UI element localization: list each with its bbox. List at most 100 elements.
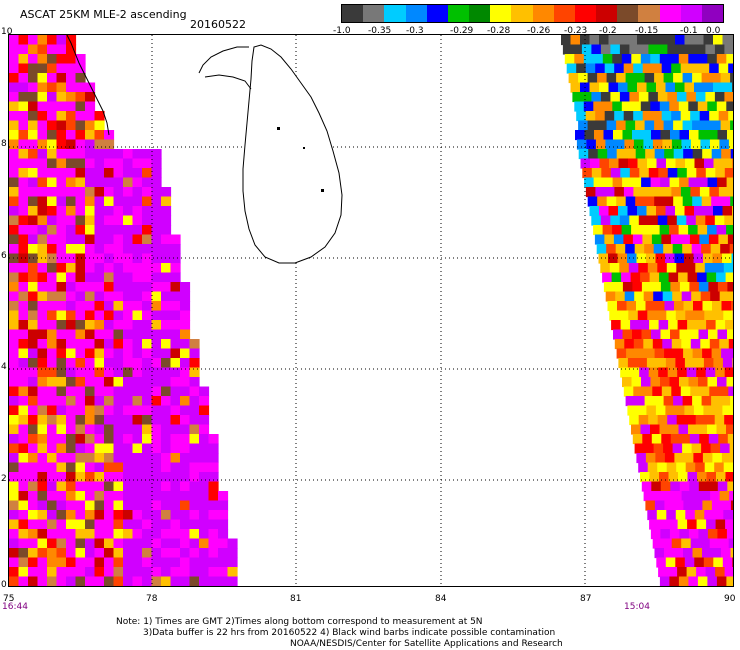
swath-cell (142, 453, 153, 464)
swath-cell (732, 35, 733, 46)
swath-cell (151, 310, 162, 321)
swath-cell (648, 168, 659, 179)
swath-cell (718, 434, 729, 445)
swath-cell (142, 538, 153, 549)
swath-cell (66, 215, 77, 226)
swath-cell (94, 443, 105, 454)
swath-cell (597, 73, 608, 84)
swath-cell (142, 405, 153, 416)
swath-cell (721, 301, 732, 312)
swath-cell (583, 101, 594, 112)
swath-cell (47, 63, 58, 74)
swath-cell (123, 500, 134, 511)
swath-cell (645, 348, 656, 359)
swath-cell (180, 529, 191, 540)
swath-cell (725, 472, 733, 483)
swath-cell (9, 92, 20, 103)
swath-cell (698, 130, 709, 141)
swath-cell (635, 348, 646, 359)
swath-cell (9, 253, 20, 264)
swath-cell (696, 168, 707, 179)
swath-cell (37, 63, 48, 74)
swath-cell (123, 320, 134, 331)
swath-cell (18, 63, 29, 74)
swath-cell (132, 329, 143, 340)
swath-cell (132, 396, 143, 407)
swath-cell (645, 500, 656, 511)
swath-cell (37, 130, 48, 141)
swath-cell (18, 168, 29, 179)
swath-cell (604, 234, 615, 245)
swath-cell (56, 329, 67, 340)
swath-cell (642, 187, 653, 198)
swath-cell (66, 206, 77, 217)
swath-cell (104, 472, 115, 483)
swath-cell (75, 576, 86, 586)
swath-cell (597, 120, 608, 131)
swath-cell (104, 367, 115, 378)
swath-cell (700, 491, 711, 502)
swath-cell (66, 405, 77, 416)
swath-cell (618, 35, 629, 46)
swath-cell (654, 73, 665, 84)
swath-cell (161, 386, 172, 397)
swath-cell (123, 481, 134, 492)
swath-cell (142, 225, 153, 236)
swath-cell (28, 320, 39, 331)
swath-cell (693, 301, 704, 312)
swath-cell (714, 92, 725, 103)
swath-cell (687, 272, 698, 283)
swath-cell (706, 472, 717, 483)
swath-cell (649, 320, 660, 331)
swath-cell (679, 177, 690, 188)
swath-cell (170, 367, 181, 378)
swath-cell (208, 491, 219, 502)
swath-cell (170, 510, 181, 521)
swath-cell (218, 500, 229, 511)
swath-cell (707, 54, 718, 65)
swath-cell (85, 272, 96, 283)
swath-cell (9, 510, 20, 521)
swath-cell (18, 158, 29, 169)
swath-cell (570, 35, 581, 46)
swath-cell (113, 158, 124, 169)
swath-cell (123, 386, 134, 397)
swath-cell (85, 168, 96, 179)
swath-cell (151, 557, 162, 568)
swath-cell (37, 320, 48, 331)
swath-cell (104, 567, 115, 578)
swath-cell (170, 234, 181, 245)
swath-cell (170, 396, 181, 407)
swath-cell (170, 377, 181, 388)
lon-label: 78 (146, 594, 158, 604)
swath-cell (75, 263, 86, 274)
swath-cell (94, 491, 105, 502)
swath-cell (94, 557, 105, 568)
swath-cell (38, 586, 48, 587)
swath-cell (28, 481, 39, 492)
swath-cell (9, 63, 20, 74)
lat-label: 8 (1, 139, 7, 149)
swath-cell (113, 196, 124, 207)
swath-cell (189, 462, 200, 473)
swath-cell (170, 576, 181, 586)
swath-cell (663, 443, 674, 454)
swath-cell (691, 291, 702, 302)
swath-cell (123, 158, 134, 169)
swath-cell (617, 301, 628, 312)
swath-cell (113, 510, 124, 521)
swath-cell (180, 348, 191, 359)
swath-cell (113, 301, 124, 312)
swath-cell (28, 196, 39, 207)
swath-cell (687, 472, 698, 483)
swath-cell (9, 130, 20, 141)
swath-cell (622, 329, 633, 340)
swath-cell (142, 149, 153, 160)
swath-cell (94, 415, 105, 426)
swath-cell (631, 54, 642, 65)
swath-cell (722, 405, 733, 416)
lon-label: 84 (435, 594, 447, 604)
swath-cell (671, 187, 682, 198)
swath-cell (562, 44, 573, 55)
swath-cell (75, 196, 86, 207)
